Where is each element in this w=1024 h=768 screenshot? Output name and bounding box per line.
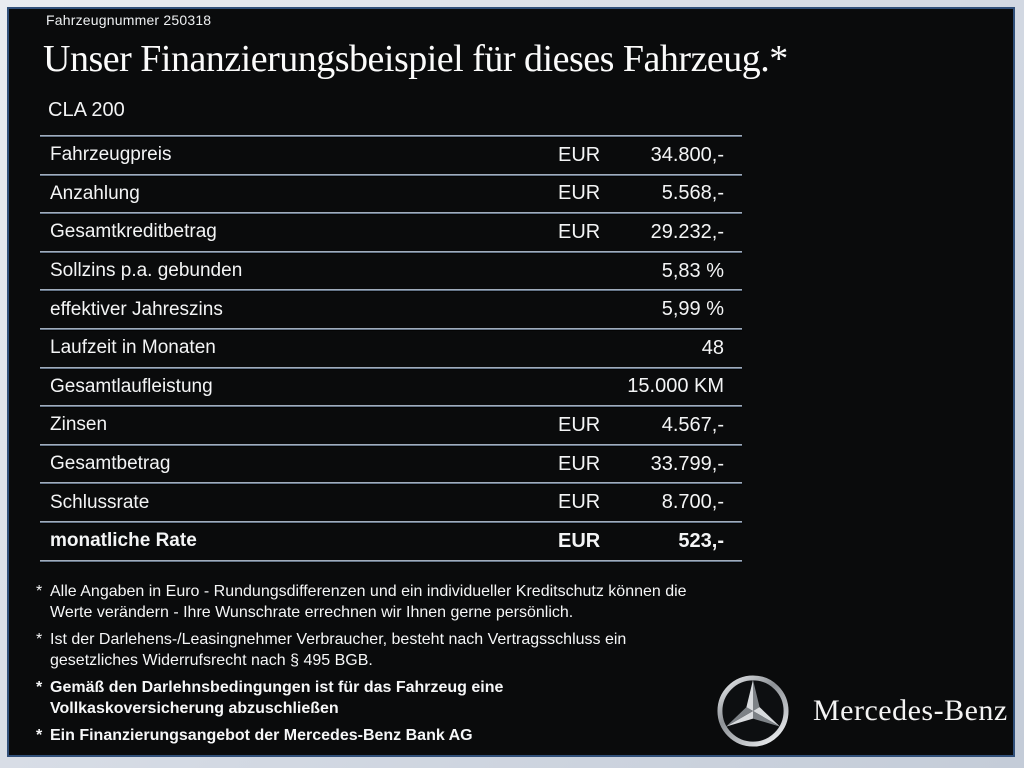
financing-table: Fahrzeugpreis EUR 34.800,- Anzahlung EUR… <box>40 135 742 562</box>
footnote-line: Alle Angaben in Euro - Rundungsdifferenz… <box>50 583 687 600</box>
footnote-marker: * <box>36 583 43 600</box>
row-label: Anzahlung <box>50 182 140 204</box>
row-value: 33.799,- <box>650 452 724 475</box>
row-label: effektiver Jahreszins <box>50 298 223 320</box>
table-row: Gesamtlaufleistung 15.000 KM <box>40 369 742 406</box>
brand-area: Mercedes-Benz <box>715 673 1008 749</box>
row-label: Laufzeit in Monaten <box>50 337 216 359</box>
footnote-text: Alle Angaben in Euro - Rundungsdifferenz… <box>50 581 687 623</box>
row-value: 15.000 KM <box>627 375 724 398</box>
row-label: Fahrzeugpreis <box>50 144 172 166</box>
footnote-line: Gemäß den Darlehnsbedingungen ist für da… <box>50 679 504 696</box>
table-rule <box>40 405 742 408</box>
footnote-line: gesetzliches Widerrufsrecht nach § 495 B… <box>50 652 373 669</box>
vehicle-number: Fahrzeugnummer 250318 <box>46 12 212 28</box>
footnote: * Gemäß den Darlehnsbedingungen ist für … <box>36 677 762 719</box>
row-label: Schlussrate <box>50 491 150 513</box>
row-currency: EUR <box>558 529 601 552</box>
row-currency: EUR <box>558 452 601 475</box>
row-label: monatliche Rate <box>50 530 197 552</box>
row-label: Gesamtbetrag <box>50 453 171 475</box>
table-rule <box>40 520 742 523</box>
table-row: Schlussrate EUR 8.700,- <box>40 484 742 521</box>
table-row: monatliche Rate EUR 523,- <box>40 523 742 560</box>
row-value: 5.568,- <box>661 182 724 205</box>
vehicle-model: CLA 200 <box>48 99 125 121</box>
footnote-marker: * <box>36 679 43 696</box>
table-rule <box>40 327 742 330</box>
table-rule <box>40 443 742 446</box>
footnote-line: Ist der Darlehens-/Leasingnehmer Verbrau… <box>50 631 627 648</box>
row-value: 5,99 % <box>661 298 724 321</box>
footnote-line: Ein Finanzierungsangebot der Mercedes-Be… <box>50 727 473 744</box>
mercedes-star-icon <box>717 675 789 747</box>
table-rule <box>40 135 742 137</box>
table-row: Fahrzeugpreis EUR 34.800,- <box>40 137 742 174</box>
footnote: * Alle Angaben in Euro - Rundungsdiffere… <box>36 581 762 623</box>
footnote: * Ein Finanzierungsangebot der Mercedes-… <box>36 725 762 746</box>
table-row: effektiver Jahreszins 5,99 % <box>40 291 742 328</box>
row-currency: EUR <box>558 491 601 514</box>
footnote-line: Vollkaskoversicherung abzuschließen <box>50 700 339 717</box>
table-row: Gesamtkreditbetrag EUR 29.232,- <box>40 214 742 251</box>
footnote: * Ist der Darlehens-/Leasingnehmer Verbr… <box>36 629 762 671</box>
row-value: 8.700,- <box>661 491 724 514</box>
financing-slide: Fahrzeugnummer 250318 Unser Finanzierung… <box>7 7 1015 757</box>
row-currency: EUR <box>558 220 601 243</box>
table-row: Anzahlung EUR 5.568,- <box>40 176 742 213</box>
row-value: 29.232,- <box>650 220 724 243</box>
row-label: Gesamtlaufleistung <box>50 375 213 397</box>
table-row: Laufzeit in Monaten 48 <box>40 330 742 367</box>
footnote-text: Ist der Darlehens-/Leasingnehmer Verbrau… <box>50 629 626 671</box>
row-label: Zinsen <box>50 414 108 436</box>
row-value: 48 <box>701 336 724 359</box>
footnote-marker: * <box>36 631 43 648</box>
row-value: 4.567,- <box>661 413 724 436</box>
table-rule <box>40 289 742 292</box>
row-value: 5,83 % <box>661 259 724 282</box>
brand-wordmark: Mercedes-Benz <box>813 694 1008 727</box>
row-currency: EUR <box>558 182 601 205</box>
footnote-text: Gemäß den Darlehnsbedingungen ist für da… <box>50 677 503 719</box>
row-label: Sollzins p.a. gebunden <box>50 260 243 282</box>
footnotes: * Alle Angaben in Euro - Rundungsdiffere… <box>36 581 762 752</box>
row-currency: EUR <box>558 413 601 436</box>
table-rule <box>40 250 742 253</box>
table-row: Zinsen EUR 4.567,- <box>40 407 742 444</box>
table-rule <box>40 212 742 215</box>
row-value: 523,- <box>678 529 724 552</box>
footnote-marker: * <box>36 727 43 744</box>
footnote-text: Ein Finanzierungsangebot der Mercedes-Be… <box>50 725 473 746</box>
table-row: Sollzins p.a. gebunden 5,83 % <box>40 253 742 290</box>
table-rule <box>40 173 742 176</box>
table-row: Gesamtbetrag EUR 33.799,- <box>40 446 742 483</box>
table-rule <box>40 366 742 369</box>
row-currency: EUR <box>558 143 601 166</box>
table-rule <box>40 482 742 485</box>
table-rule-bottom <box>40 559 742 562</box>
footnote-line: Werte verändern - Ihre Wunschrate errech… <box>50 604 574 621</box>
page-title: Unser Finanzierungsbeispiel für dieses F… <box>43 38 788 80</box>
row-value: 34.800,- <box>650 143 724 166</box>
row-label: Gesamtkreditbetrag <box>50 221 217 243</box>
